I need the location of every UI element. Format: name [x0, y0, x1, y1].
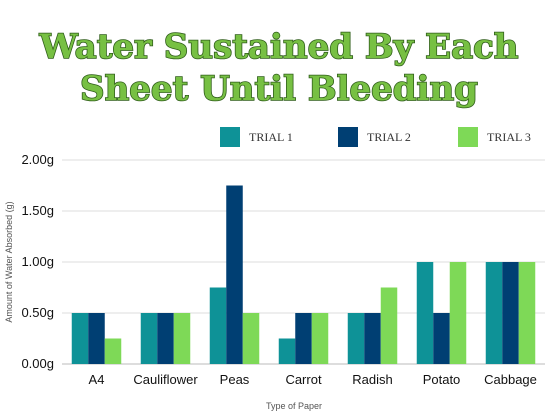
bars: [71, 185, 536, 364]
x-tick-label: Cauliflower: [133, 372, 198, 387]
bar-trial-1-cabbage: [485, 262, 503, 364]
legend-label: TRIAL 2: [367, 130, 411, 144]
bar-trial-1-potato: [416, 262, 434, 364]
y-tick-label: 0.50g: [21, 305, 54, 320]
bar-trial-2-peas: [226, 185, 243, 364]
legend-label: TRIAL 1: [249, 130, 293, 144]
bar-trial-1-cauliflower: [140, 313, 158, 364]
bar-trial-1-radish: [347, 313, 365, 364]
y-tick-label: 0.00g: [21, 356, 54, 371]
bar-trial-2-carrot: [295, 313, 312, 364]
y-tick-label: 2.00g: [21, 152, 54, 167]
bar-trial-1-a4: [71, 313, 89, 364]
y-tick-label: 1.50g: [21, 203, 54, 218]
bar-trial-2-potato: [433, 313, 450, 364]
bar-trial-3-a4: [104, 338, 122, 364]
x-tick-label: A4: [89, 372, 105, 387]
x-axis-title: Type of Paper: [266, 401, 322, 411]
x-axis-ticks: A4 Cauliflower Peas Carrot Radish Potato Cabba…: [89, 372, 537, 387]
legend: TRIAL 1 TRIAL 2 TRIAL 3: [220, 127, 531, 147]
bar-trial-2-cauliflower: [157, 313, 174, 364]
bar-trial-3-peas: [242, 313, 260, 364]
bar-trial-2-a4: [88, 313, 105, 364]
bar-trial-1-carrot: [278, 338, 296, 364]
bar-trial-3-carrot: [311, 313, 329, 364]
legend-swatch: [220, 127, 240, 147]
bar-trial-3-radish: [380, 287, 398, 364]
x-tick-label: Radish: [352, 372, 392, 387]
legend-label: TRIAL 3: [487, 130, 531, 144]
x-tick-label: Peas: [220, 372, 250, 387]
x-tick-label: Carrot: [285, 372, 322, 387]
bar-trial-1-peas: [209, 287, 227, 364]
chart-title-line-2: Sheet Until Bleeding: [80, 69, 478, 109]
bar-trial-3-potato: [449, 262, 467, 364]
bar-trial-2-cabbage: [502, 262, 519, 364]
bar-trial-3-cabbage: [518, 262, 536, 364]
y-axis-title: Amount of Water Absorbed (g): [4, 201, 14, 322]
bar-trial-2-radish: [364, 313, 381, 364]
y-tick-label: 1.00g: [21, 254, 54, 269]
x-tick-label: Potato: [423, 372, 461, 387]
legend-swatch: [338, 127, 358, 147]
chart-title: Water Sustained By Each Sheet Until Blee…: [38, 26, 520, 110]
x-tick-label: Cabbage: [484, 372, 537, 387]
bar-trial-3-cauliflower: [173, 313, 191, 364]
y-axis-ticks: 0.00g 0.50g 1.00g 1.50g 2.00g: [21, 152, 54, 371]
chart-title-line-1: Water Sustained By Each: [38, 27, 518, 67]
legend-swatch: [458, 127, 478, 147]
